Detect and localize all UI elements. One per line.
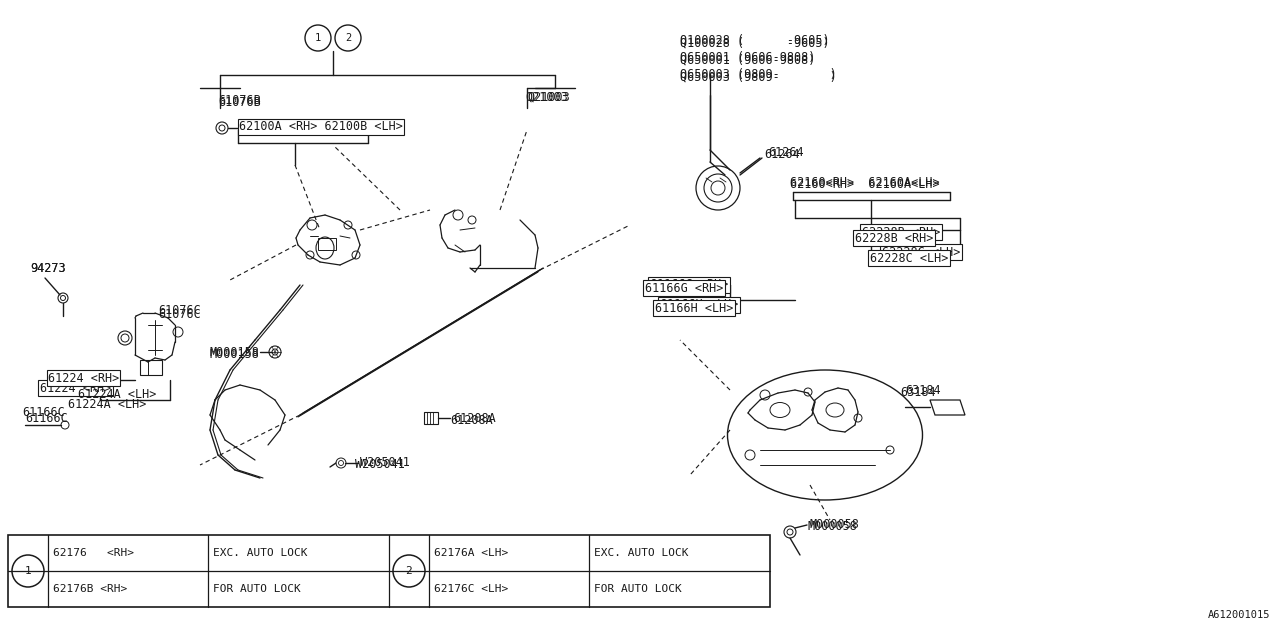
Text: FOR AUTO LOCK: FOR AUTO LOCK <box>212 584 301 594</box>
Text: Q650001 (9606-9808): Q650001 (9606-9808) <box>680 51 815 63</box>
Text: 61264: 61264 <box>764 148 800 161</box>
Text: 62176C <LH>: 62176C <LH> <box>434 584 508 594</box>
Text: 62176B <RH>: 62176B <RH> <box>52 584 127 594</box>
Text: FOR AUTO LOCK: FOR AUTO LOCK <box>594 584 682 594</box>
Text: 61208A: 61208A <box>451 413 493 426</box>
Text: 61076B: 61076B <box>218 97 261 109</box>
Text: 2: 2 <box>406 566 412 576</box>
Text: M000158: M000158 <box>210 346 260 358</box>
Text: 62160<RH>  62160A<LH>: 62160<RH> 62160A<LH> <box>790 179 940 191</box>
Text: 1: 1 <box>24 566 32 576</box>
Text: 61076B: 61076B <box>218 93 261 106</box>
Text: W205041: W205041 <box>360 456 410 470</box>
Text: Q650003 (9809-       ): Q650003 (9809- ) <box>680 67 837 81</box>
Text: 61166H <LH>: 61166H <LH> <box>660 298 739 312</box>
Text: Q21003: Q21003 <box>525 90 568 104</box>
Text: 94273: 94273 <box>29 262 65 275</box>
Text: EXC. AUTO LOCK: EXC. AUTO LOCK <box>212 548 307 558</box>
Bar <box>8 535 771 607</box>
Text: 61166H <LH>: 61166H <LH> <box>655 301 733 314</box>
Text: Q100028 (      -9605): Q100028 ( -9605) <box>680 33 829 47</box>
Text: 61224 <RH>: 61224 <RH> <box>49 371 119 385</box>
Text: 62100A <RH> 62100B <LH>: 62100A <RH> 62100B <LH> <box>239 120 403 134</box>
Text: 61208A: 61208A <box>453 412 495 424</box>
Text: 62160<RH>  62160A<LH>: 62160<RH> 62160A<LH> <box>790 175 940 189</box>
Text: 61076C: 61076C <box>157 308 201 321</box>
Text: EXC. AUTO LOCK: EXC. AUTO LOCK <box>594 548 689 558</box>
Text: Q650001 (9606-9808): Q650001 (9606-9808) <box>680 54 815 67</box>
Text: 62228C <LH>: 62228C <LH> <box>870 252 948 264</box>
Text: 62228B <RH>: 62228B <RH> <box>855 232 933 244</box>
Text: 1: 1 <box>315 33 321 43</box>
Text: 61224A <LH>: 61224A <LH> <box>68 399 146 412</box>
Text: 63184: 63184 <box>900 385 936 399</box>
Text: W205041: W205041 <box>355 458 404 472</box>
Text: Q650003 (9809-       ): Q650003 (9809- ) <box>680 70 837 83</box>
Text: 61224 <RH>: 61224 <RH> <box>40 381 111 394</box>
Bar <box>317 238 335 250</box>
Text: Q21003: Q21003 <box>527 90 570 104</box>
Text: 2: 2 <box>344 33 351 43</box>
Text: 62228B <RH>: 62228B <RH> <box>861 225 941 239</box>
Text: 94273: 94273 <box>29 262 65 275</box>
Text: 62176A <LH>: 62176A <LH> <box>434 548 508 558</box>
Text: 62176   <RH>: 62176 <RH> <box>52 548 134 558</box>
Text: 61076C: 61076C <box>157 303 201 317</box>
Bar <box>424 412 438 424</box>
Text: M000058: M000058 <box>808 520 858 534</box>
Text: 61264: 61264 <box>768 145 804 159</box>
Text: M000058: M000058 <box>810 518 860 531</box>
Text: 62100A <RH> 62100B <LH>: 62100A <RH> 62100B <LH> <box>241 118 404 131</box>
Text: 63184: 63184 <box>905 383 941 397</box>
Text: A612001015: A612001015 <box>1207 610 1270 620</box>
Text: M000158: M000158 <box>210 349 260 362</box>
Text: 61224A <LH>: 61224A <LH> <box>78 388 156 401</box>
Text: 61166G <RH>: 61166G <RH> <box>645 282 723 294</box>
Text: 62228C <LH>: 62228C <LH> <box>882 246 960 259</box>
Text: 61166C: 61166C <box>26 412 68 424</box>
Bar <box>140 360 163 375</box>
Text: 61166G <RH>: 61166G <RH> <box>650 278 728 291</box>
Text: 61166C: 61166C <box>22 406 65 419</box>
Text: Q100028 (      -9605): Q100028 ( -9605) <box>680 36 829 49</box>
